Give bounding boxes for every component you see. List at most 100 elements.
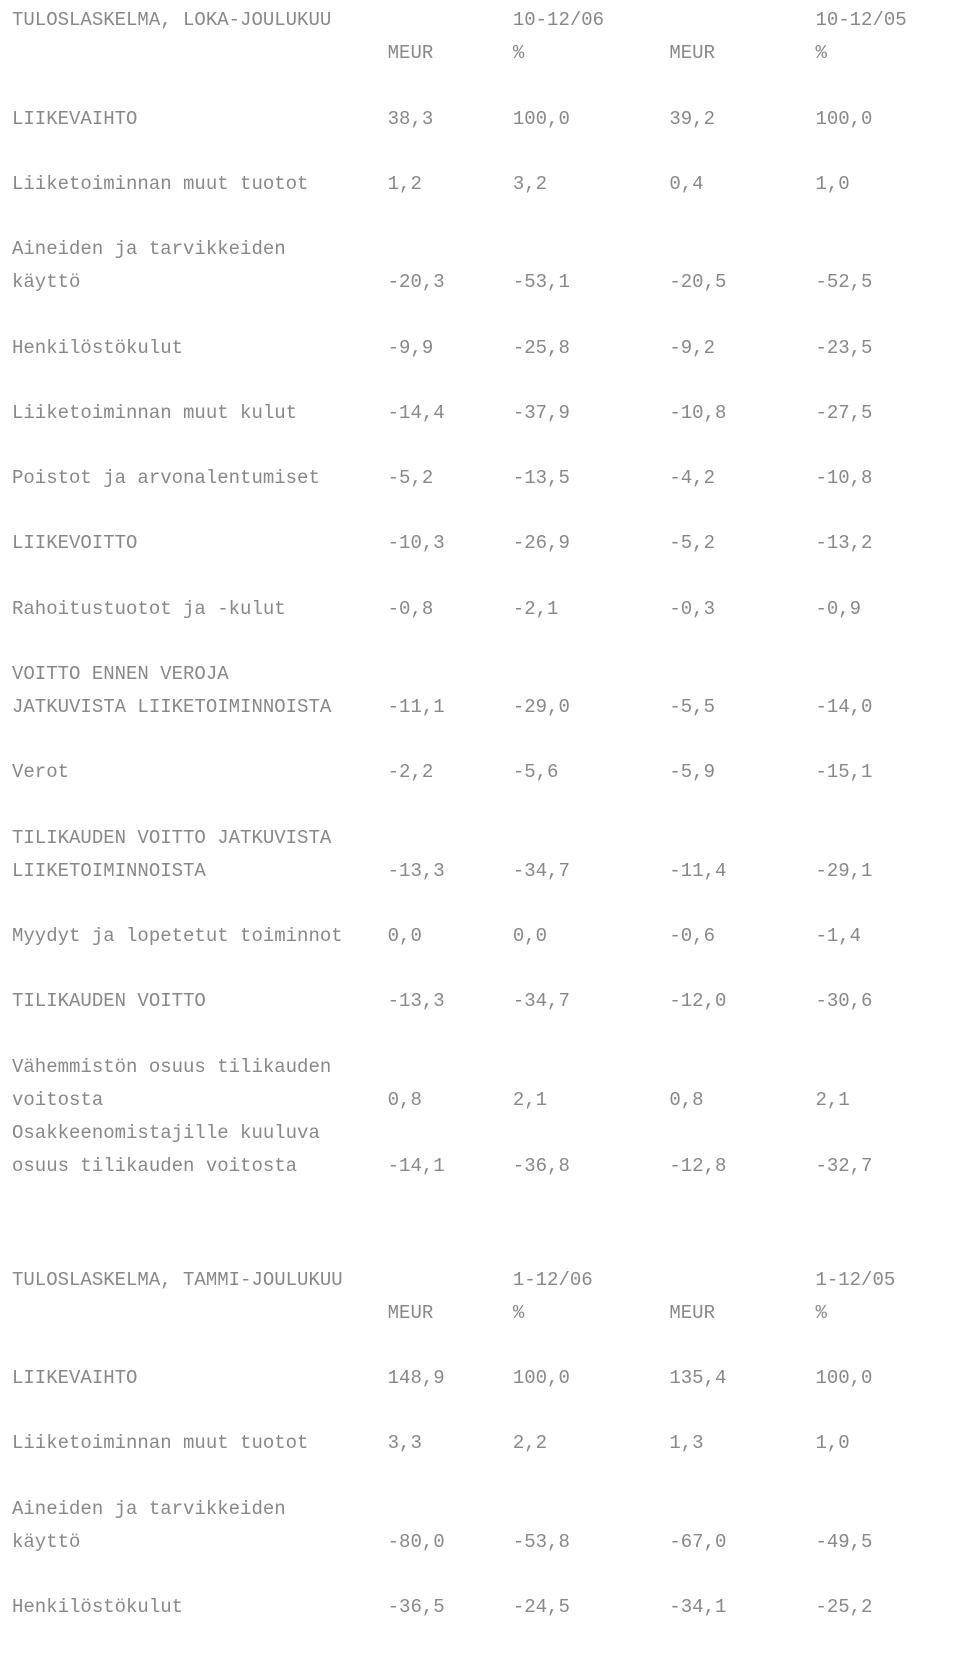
table-row: TILIKAUDEN VOITTO JATKUVISTA [12,822,960,855]
cell: 2,2 [513,1427,670,1460]
cell: -12,0 [669,985,815,1018]
cell: -30,6 [815,985,960,1018]
cell: 100,0 [513,1362,670,1395]
cell: -20,3 [388,266,513,299]
row-label: TILIKAUDEN VOITTO JATKUVISTA [12,822,388,855]
cell: -26,9 [513,527,670,560]
cell: 3,3 [388,1427,513,1460]
row-label: Liiketoiminnan muut tuotot [12,168,388,201]
income-statement-q4: TULOSLASKELMA, LOKA-JOULUKUU 10-12/06 10… [12,4,960,1264]
cell: -13,5 [513,462,670,495]
cell: 0,8 [669,1084,815,1117]
cell: -10,3 [388,527,513,560]
table-title: TULOSLASKELMA, LOKA-JOULUKUU [12,4,388,37]
table-row: LIIKEVOITTO -10,3 -26,9 -5,2 -13,2 [12,527,960,560]
cell: -34,7 [513,855,670,888]
table-row: käyttö -80,0 -53,8 -67,0 -49,5 [12,1526,960,1559]
table-row: Verot -2,2 -5,6 -5,9 -15,1 [12,756,960,789]
row-label: Rahoitustuotot ja -kulut [12,593,388,626]
cell: -34,7 [513,985,670,1018]
unit-label: MEUR [669,37,815,70]
cell: 2,1 [513,1084,670,1117]
cell: -11,1 [388,691,513,724]
row-label: osuus tilikauden voitosta [12,1150,388,1183]
income-statement-ytd: TULOSLASKELMA, TAMMI-JOULUKUU 1-12/06 1-… [12,1264,960,1625]
pct-label: % [815,37,960,70]
period-b: 1-12/05 [815,1264,960,1297]
cell: -80,0 [388,1526,513,1559]
row-label: Verot [12,756,388,789]
table-unit-row: MEUR % MEUR % [12,1297,960,1330]
row-label: Vähemmistön osuus tilikauden [12,1051,388,1084]
unit-label: MEUR [388,37,513,70]
cell: -29,1 [815,855,960,888]
cell: -13,3 [388,985,513,1018]
cell: -5,2 [388,462,513,495]
cell: -9,9 [388,332,513,365]
row-label: LIIKEVOITTO [12,527,388,560]
cell: -0,6 [669,920,815,953]
cell: -13,2 [815,527,960,560]
cell: -36,8 [513,1150,670,1183]
cell: -67,0 [669,1526,815,1559]
cell: -27,5 [815,397,960,430]
table-row: Henkilöstökulut -36,5 -24,5 -34,1 -25,2 [12,1591,960,1624]
cell: -37,9 [513,397,670,430]
cell: -12,8 [669,1150,815,1183]
cell: -2,1 [513,593,670,626]
cell: -4,2 [669,462,815,495]
row-label: Poistot ja arvonalentumiset [12,462,388,495]
row-label: Aineiden ja tarvikkeiden [12,1493,388,1526]
row-label: Myydyt ja lopetetut toiminnot [12,920,388,953]
cell: -9,2 [669,332,815,365]
cell: 0,8 [388,1084,513,1117]
cell: -5,2 [669,527,815,560]
row-label: LIIKEVAIHTO [12,1362,388,1395]
table-row: JATKUVISTA LIIKETOIMINNOISTA -11,1 -29,0… [12,691,960,724]
period-b: 10-12/05 [815,4,960,37]
cell: 3,2 [513,168,670,201]
cell: 1,0 [815,168,960,201]
cell: 0,4 [669,168,815,201]
table-header-row: TULOSLASKELMA, TAMMI-JOULUKUU 1-12/06 1-… [12,1264,960,1297]
cell: -29,0 [513,691,670,724]
table-row: Liiketoiminnan muut tuotot 3,3 2,2 1,3 1… [12,1427,960,1460]
table-row: Osakkeenomistajille kuuluva [12,1117,960,1150]
cell: -36,5 [388,1591,513,1624]
cell: 0,0 [388,920,513,953]
cell: -14,1 [388,1150,513,1183]
cell: -11,4 [669,855,815,888]
table-row: Poistot ja arvonalentumiset -5,2 -13,5 -… [12,462,960,495]
cell: -32,7 [815,1150,960,1183]
cell: -15,1 [815,756,960,789]
row-label: LIIKEVAIHTO [12,103,388,136]
table-row: voitosta 0,8 2,1 0,8 2,1 [12,1084,960,1117]
row-label: Liiketoiminnan muut tuotot [12,1427,388,1460]
table-row: käyttö -20,3 -53,1 -20,5 -52,5 [12,266,960,299]
unit-label: MEUR [669,1297,815,1330]
table-row: VOITTO ENNEN VEROJA [12,658,960,691]
row-label: Henkilöstökulut [12,332,388,365]
cell: -5,5 [669,691,815,724]
cell: -34,1 [669,1591,815,1624]
cell: -14,4 [388,397,513,430]
table-row: Vähemmistön osuus tilikauden [12,1051,960,1084]
table-row: LIIKETOIMINNOISTA -13,3 -34,7 -11,4 -29,… [12,855,960,888]
cell: 39,2 [669,103,815,136]
row-label: LIIKETOIMINNOISTA [12,855,388,888]
cell: 1,2 [388,168,513,201]
pct-label: % [513,37,670,70]
period-a: 10-12/06 [513,4,670,37]
row-label: käyttö [12,266,388,299]
cell: -20,5 [669,266,815,299]
cell: -53,1 [513,266,670,299]
row-label: Osakkeenomistajille kuuluva [12,1117,388,1150]
cell: -53,8 [513,1526,670,1559]
pct-label: % [513,1297,670,1330]
row-label: TILIKAUDEN VOITTO [12,985,388,1018]
cell: -24,5 [513,1591,670,1624]
cell: -1,4 [815,920,960,953]
cell: -5,6 [513,756,670,789]
table-unit-row: MEUR % MEUR % [12,37,960,70]
cell: -0,9 [815,593,960,626]
